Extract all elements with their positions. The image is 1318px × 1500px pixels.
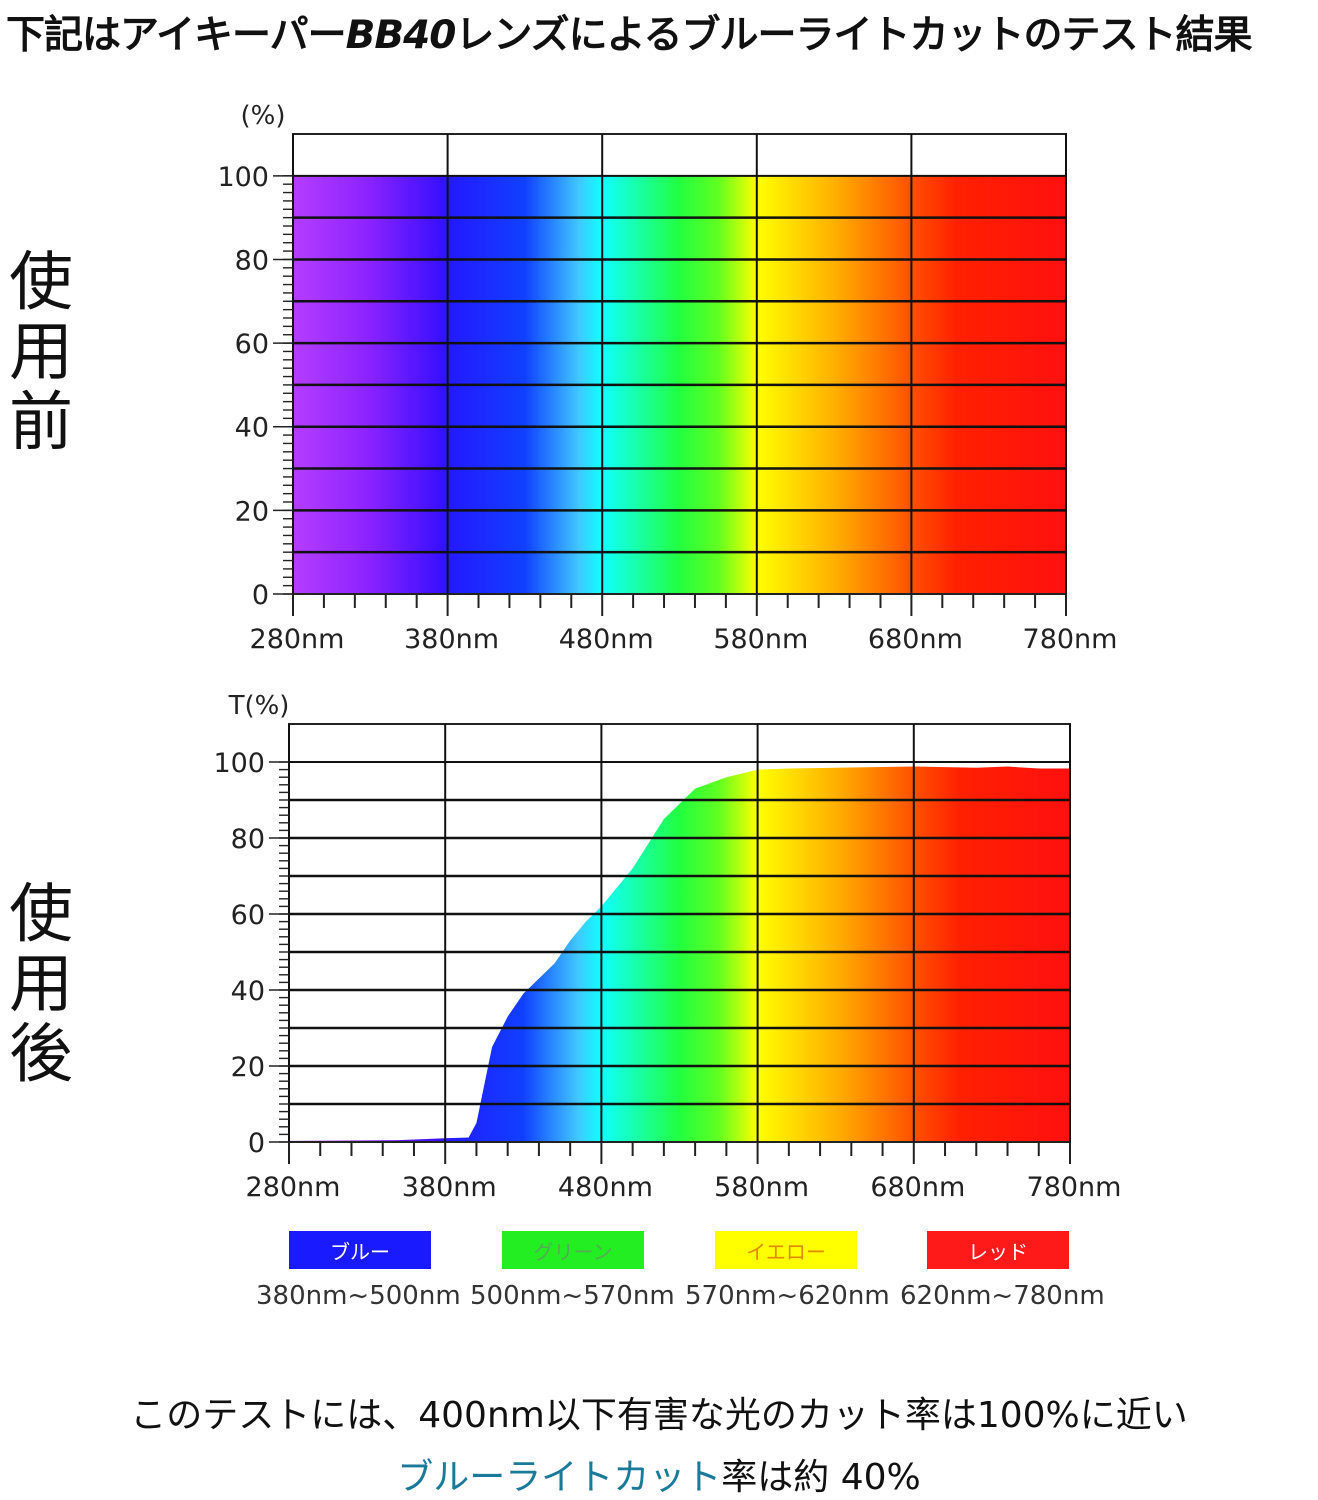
x-tick-label: 580nm xyxy=(714,1172,809,1203)
y-tick-label: 100 xyxy=(217,162,269,193)
label-char: 使 xyxy=(9,246,73,320)
spectrum-area xyxy=(289,766,1070,1142)
y-tick-label: 0 xyxy=(252,580,269,611)
y-tick-label: 20 xyxy=(235,496,269,527)
title-model: BB40 xyxy=(345,13,457,58)
label-after-use: 使 用 後 xyxy=(6,880,76,1090)
y-tick-label: 80 xyxy=(235,245,269,276)
label-char: 前 xyxy=(9,386,73,460)
y-tick-label: 40 xyxy=(231,976,265,1007)
legend-green-range: 500nm~570nm xyxy=(470,1281,675,1311)
legend-red-label: レッド xyxy=(968,1239,1028,1264)
y-axis-label: (%) xyxy=(241,101,286,131)
page-title: 下記はアイキーパーBB40レンズによるブルーライトカットのテスト結果 xyxy=(6,4,1316,60)
y-tick-label: 100 xyxy=(213,748,265,779)
footer-rate-text: 率は約 40% xyxy=(721,1457,921,1498)
footer-cut-rate-note: このテストには、400nm以下有害な光のカット率は100%に近い xyxy=(130,1395,1188,1436)
title-suffix: レンズによるブルーライトカットのテスト結果 xyxy=(455,13,1252,58)
footer-blue-light-rate: ブルーライトカット率は約 40% xyxy=(0,1448,1318,1500)
legend-red-swatch: レッド xyxy=(927,1231,1069,1269)
legend-red-range: 620nm~780nm xyxy=(900,1281,1105,1311)
label-char: 用 xyxy=(9,948,73,1022)
x-tick-label: 780nm xyxy=(1023,624,1118,655)
x-tick-label: 780nm xyxy=(1027,1172,1122,1203)
legend-green-swatch: グリーン xyxy=(502,1231,644,1269)
x-tick-label: 580nm xyxy=(713,624,808,655)
label-char: 用 xyxy=(9,316,73,390)
legend-blue-label: ブルー xyxy=(330,1239,390,1264)
label-before-use: 使 用 前 xyxy=(6,248,76,458)
x-tick-label: 680nm xyxy=(870,1172,965,1203)
y-tick-label: 0 xyxy=(248,1128,265,1159)
y-tick-label: 60 xyxy=(235,329,269,360)
x-tick-label: 380nm xyxy=(404,624,499,655)
x-tick-label: 480nm xyxy=(558,1172,653,1203)
label-char: 後 xyxy=(9,1018,73,1092)
legend-yellow-range: 570nm~620nm xyxy=(685,1281,890,1311)
y-tick-label: 60 xyxy=(231,900,265,931)
x-tick-label: 680nm xyxy=(868,624,963,655)
y-tick-label: 20 xyxy=(231,1052,265,1083)
legend-blue-swatch: ブルー xyxy=(289,1231,431,1269)
x-tick-label: 280nm xyxy=(246,1172,341,1203)
title-prefix: 下記はアイキーパー xyxy=(6,13,347,58)
label-char: 使 xyxy=(9,878,73,952)
x-tick-label: 380nm xyxy=(402,1172,497,1203)
y-axis-label: T(%) xyxy=(228,691,290,721)
chart-before-use: 0 20 40 60 80 100 (%) 280nm 380nm 480nm 580nm 680nm… xyxy=(217,101,1118,655)
legend-yellow-label: イエロー xyxy=(746,1239,826,1264)
y-tick-label: 80 xyxy=(231,824,265,855)
x-tick-label: 280nm xyxy=(250,624,345,655)
footer-accent-text: ブルーライトカット xyxy=(397,1457,722,1498)
legend-blue-range: 380nm~500nm xyxy=(256,1281,461,1311)
legend-yellow-swatch: イエロー xyxy=(715,1231,857,1269)
chart-after-use: 0 20 40 60 80 100 T(%) 280nm 380nm 480nm 580nm 680n… xyxy=(213,691,1122,1203)
y-tick-label: 40 xyxy=(235,413,269,444)
legend-green-label: グリーン xyxy=(533,1239,613,1264)
x-tick-label: 480nm xyxy=(559,624,654,655)
